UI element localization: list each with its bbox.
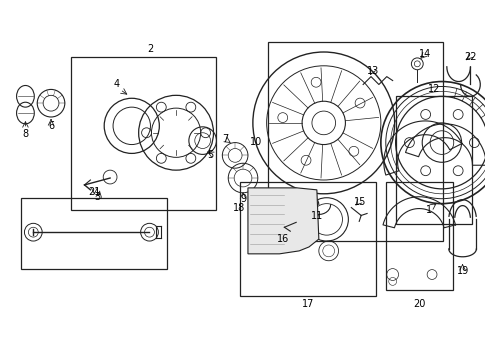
Text: 5: 5 — [207, 150, 213, 161]
Text: 8: 8 — [22, 129, 28, 139]
Polygon shape — [247, 188, 318, 254]
Text: 4: 4 — [114, 78, 120, 89]
Text: 1: 1 — [425, 204, 431, 215]
Text: 6: 6 — [48, 121, 54, 131]
Text: 14: 14 — [418, 49, 430, 59]
Text: 17: 17 — [301, 299, 314, 309]
Text: 21: 21 — [88, 187, 101, 197]
Bar — [267, 42, 442, 241]
Text: 7: 7 — [222, 134, 228, 144]
Bar — [247, 190, 289, 221]
Text: 22: 22 — [463, 52, 476, 62]
Text: 12: 12 — [427, 84, 439, 94]
Bar — [240, 182, 375, 296]
Bar — [385, 182, 452, 290]
Text: 15: 15 — [353, 197, 366, 207]
Bar — [395, 96, 471, 224]
Text: 11: 11 — [310, 211, 323, 221]
Bar — [71, 57, 216, 210]
Text: 19: 19 — [455, 266, 468, 276]
Text: 16: 16 — [277, 234, 289, 244]
Text: 10: 10 — [249, 136, 262, 147]
Bar — [21, 198, 167, 269]
Text: 2: 2 — [147, 44, 154, 54]
Text: 3: 3 — [94, 192, 100, 202]
Text: 20: 20 — [412, 299, 425, 309]
Text: 13: 13 — [366, 66, 378, 76]
Text: 9: 9 — [240, 194, 245, 204]
Text: 18: 18 — [232, 203, 244, 212]
